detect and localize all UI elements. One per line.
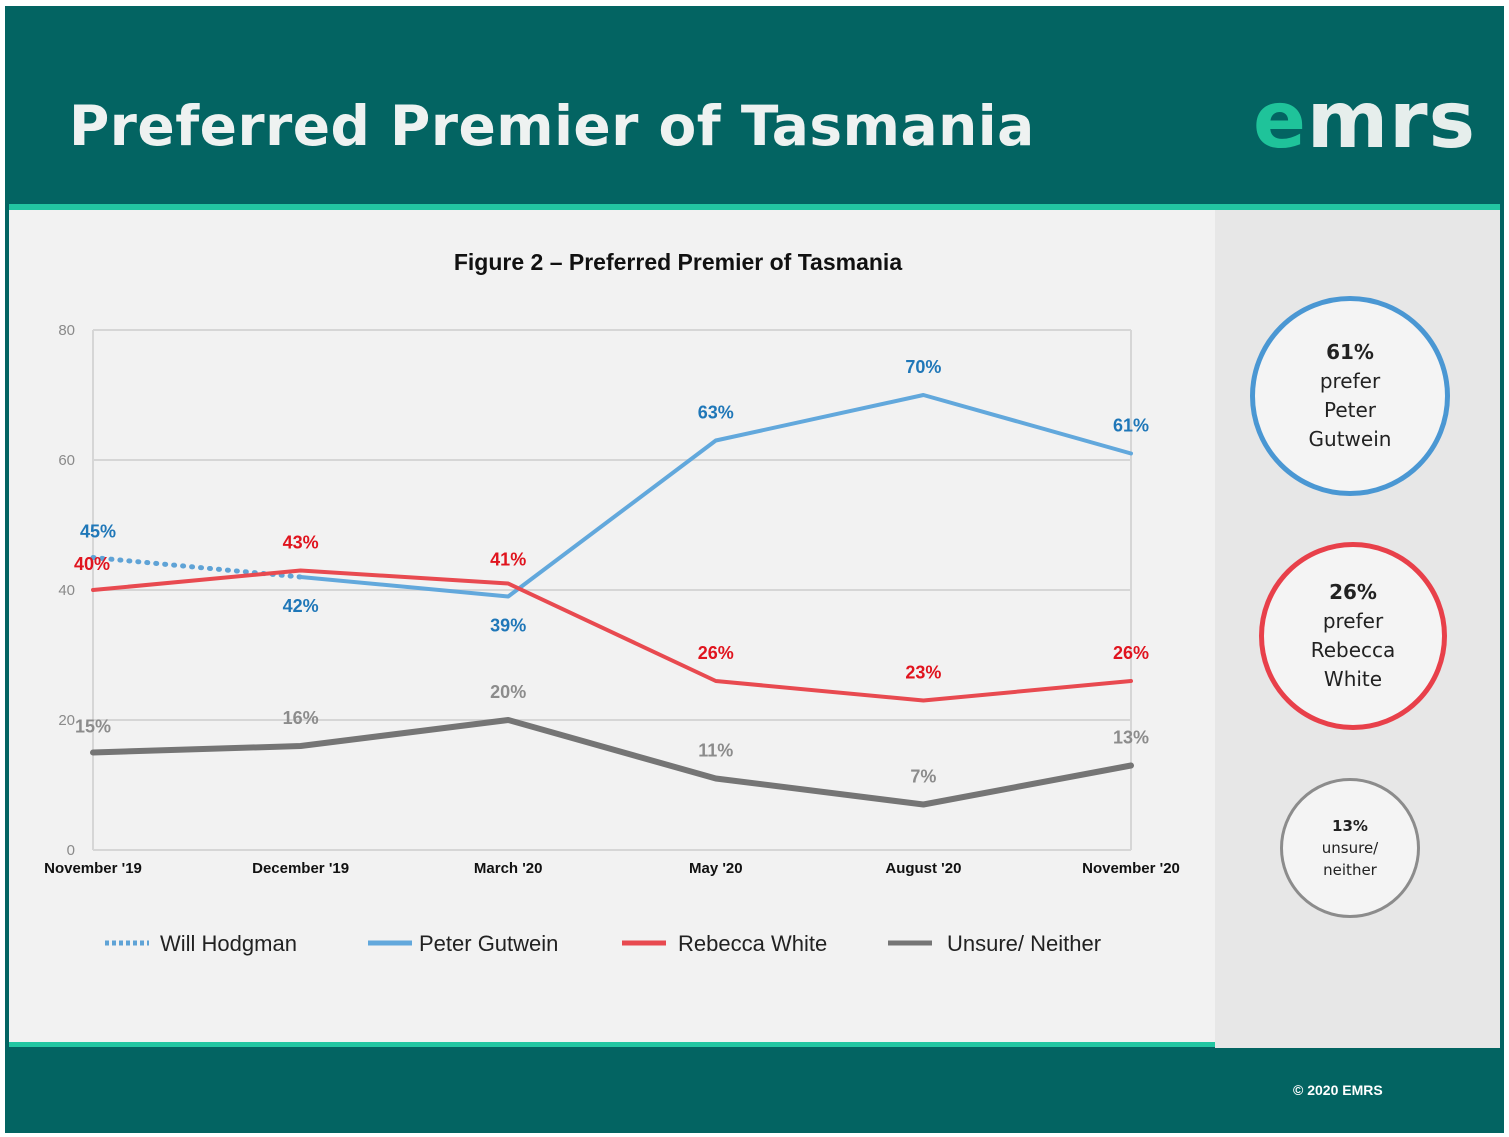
- callout-white-pct: 26%: [1329, 580, 1377, 604]
- logo-rest: mrs: [1306, 76, 1477, 166]
- chart-panel: [9, 210, 1215, 1046]
- callout-white-line1: prefer: [1322, 609, 1384, 633]
- chart-title: Figure 2 – Preferred Premier of Tasmania: [454, 249, 902, 275]
- data-label: 23%: [905, 663, 941, 683]
- data-label: 39%: [490, 616, 526, 636]
- legend-label: Rebecca White: [678, 931, 827, 956]
- series-line-2: [91, 568, 1133, 703]
- data-label: 70%: [905, 357, 941, 377]
- callout-gutwein-line1: prefer: [1319, 369, 1381, 393]
- callout-gutwein-line2: Peter: [1323, 398, 1377, 422]
- x-tick-label: March '20: [474, 860, 543, 877]
- legend-label: Will Hodgman: [160, 931, 297, 956]
- callout-white: 26% prefer Rebecca White: [1259, 542, 1447, 730]
- callout-gutwein-pct: 61%: [1326, 340, 1374, 364]
- data-label: 41%: [490, 550, 526, 570]
- data-label: 26%: [1113, 643, 1149, 663]
- data-label: 16%: [283, 708, 319, 728]
- copyright-text: © 2020 EMRS: [1293, 1082, 1383, 1098]
- y-tick-label: 40: [58, 582, 75, 599]
- legend-label: Unsure/ Neither: [947, 931, 1101, 956]
- x-tick-label: August '20: [885, 860, 961, 877]
- data-label: 43%: [283, 533, 319, 553]
- x-tick-label: December '19: [252, 860, 349, 877]
- page-title: Preferred Premier of Tasmania: [69, 94, 1035, 158]
- callout-unsure: 13% unsure/ neither: [1280, 778, 1420, 918]
- data-label: 11%: [698, 741, 733, 761]
- callout-white-line3: White: [1323, 667, 1383, 691]
- x-tick-label: May '20: [689, 860, 743, 877]
- data-label: 7%: [910, 767, 936, 787]
- y-tick-label: 0: [67, 842, 75, 859]
- data-label: 61%: [1113, 416, 1149, 436]
- data-label: 20%: [490, 682, 526, 702]
- series-line-1: [298, 393, 1133, 599]
- accent-bar-bottom: [9, 1042, 1215, 1047]
- data-label: 40%: [74, 554, 110, 574]
- accent-bar-top: [9, 204, 1500, 210]
- data-label: 45%: [80, 522, 116, 542]
- data-label: 42%: [283, 596, 319, 616]
- x-tick-label: November '19: [44, 860, 142, 877]
- legend-label: Peter Gutwein: [419, 931, 558, 956]
- logo-e: e: [1253, 76, 1307, 166]
- callout-unsure-pct: 13%: [1332, 817, 1368, 835]
- callout-gutwein-line3: Gutwein: [1308, 427, 1392, 451]
- data-label: 63%: [698, 403, 734, 423]
- series-line-3: [90, 717, 1134, 808]
- callout-unsure-line1: unsure/: [1321, 839, 1379, 857]
- data-label: 15%: [75, 717, 111, 737]
- x-tick-label: November '20: [1082, 860, 1180, 877]
- callout-white-line2: Rebecca: [1310, 638, 1396, 662]
- y-tick-label: 60: [58, 452, 75, 469]
- data-label: 13%: [1113, 728, 1149, 748]
- y-tick-label: 20: [58, 712, 75, 729]
- emrs-logo: emrs: [1253, 76, 1476, 166]
- data-label: 26%: [698, 643, 734, 663]
- callout-gutwein: 61% prefer Peter Gutwein: [1250, 296, 1450, 496]
- callout-unsure-line2: neither: [1323, 861, 1377, 879]
- y-tick-label: 80: [58, 322, 75, 339]
